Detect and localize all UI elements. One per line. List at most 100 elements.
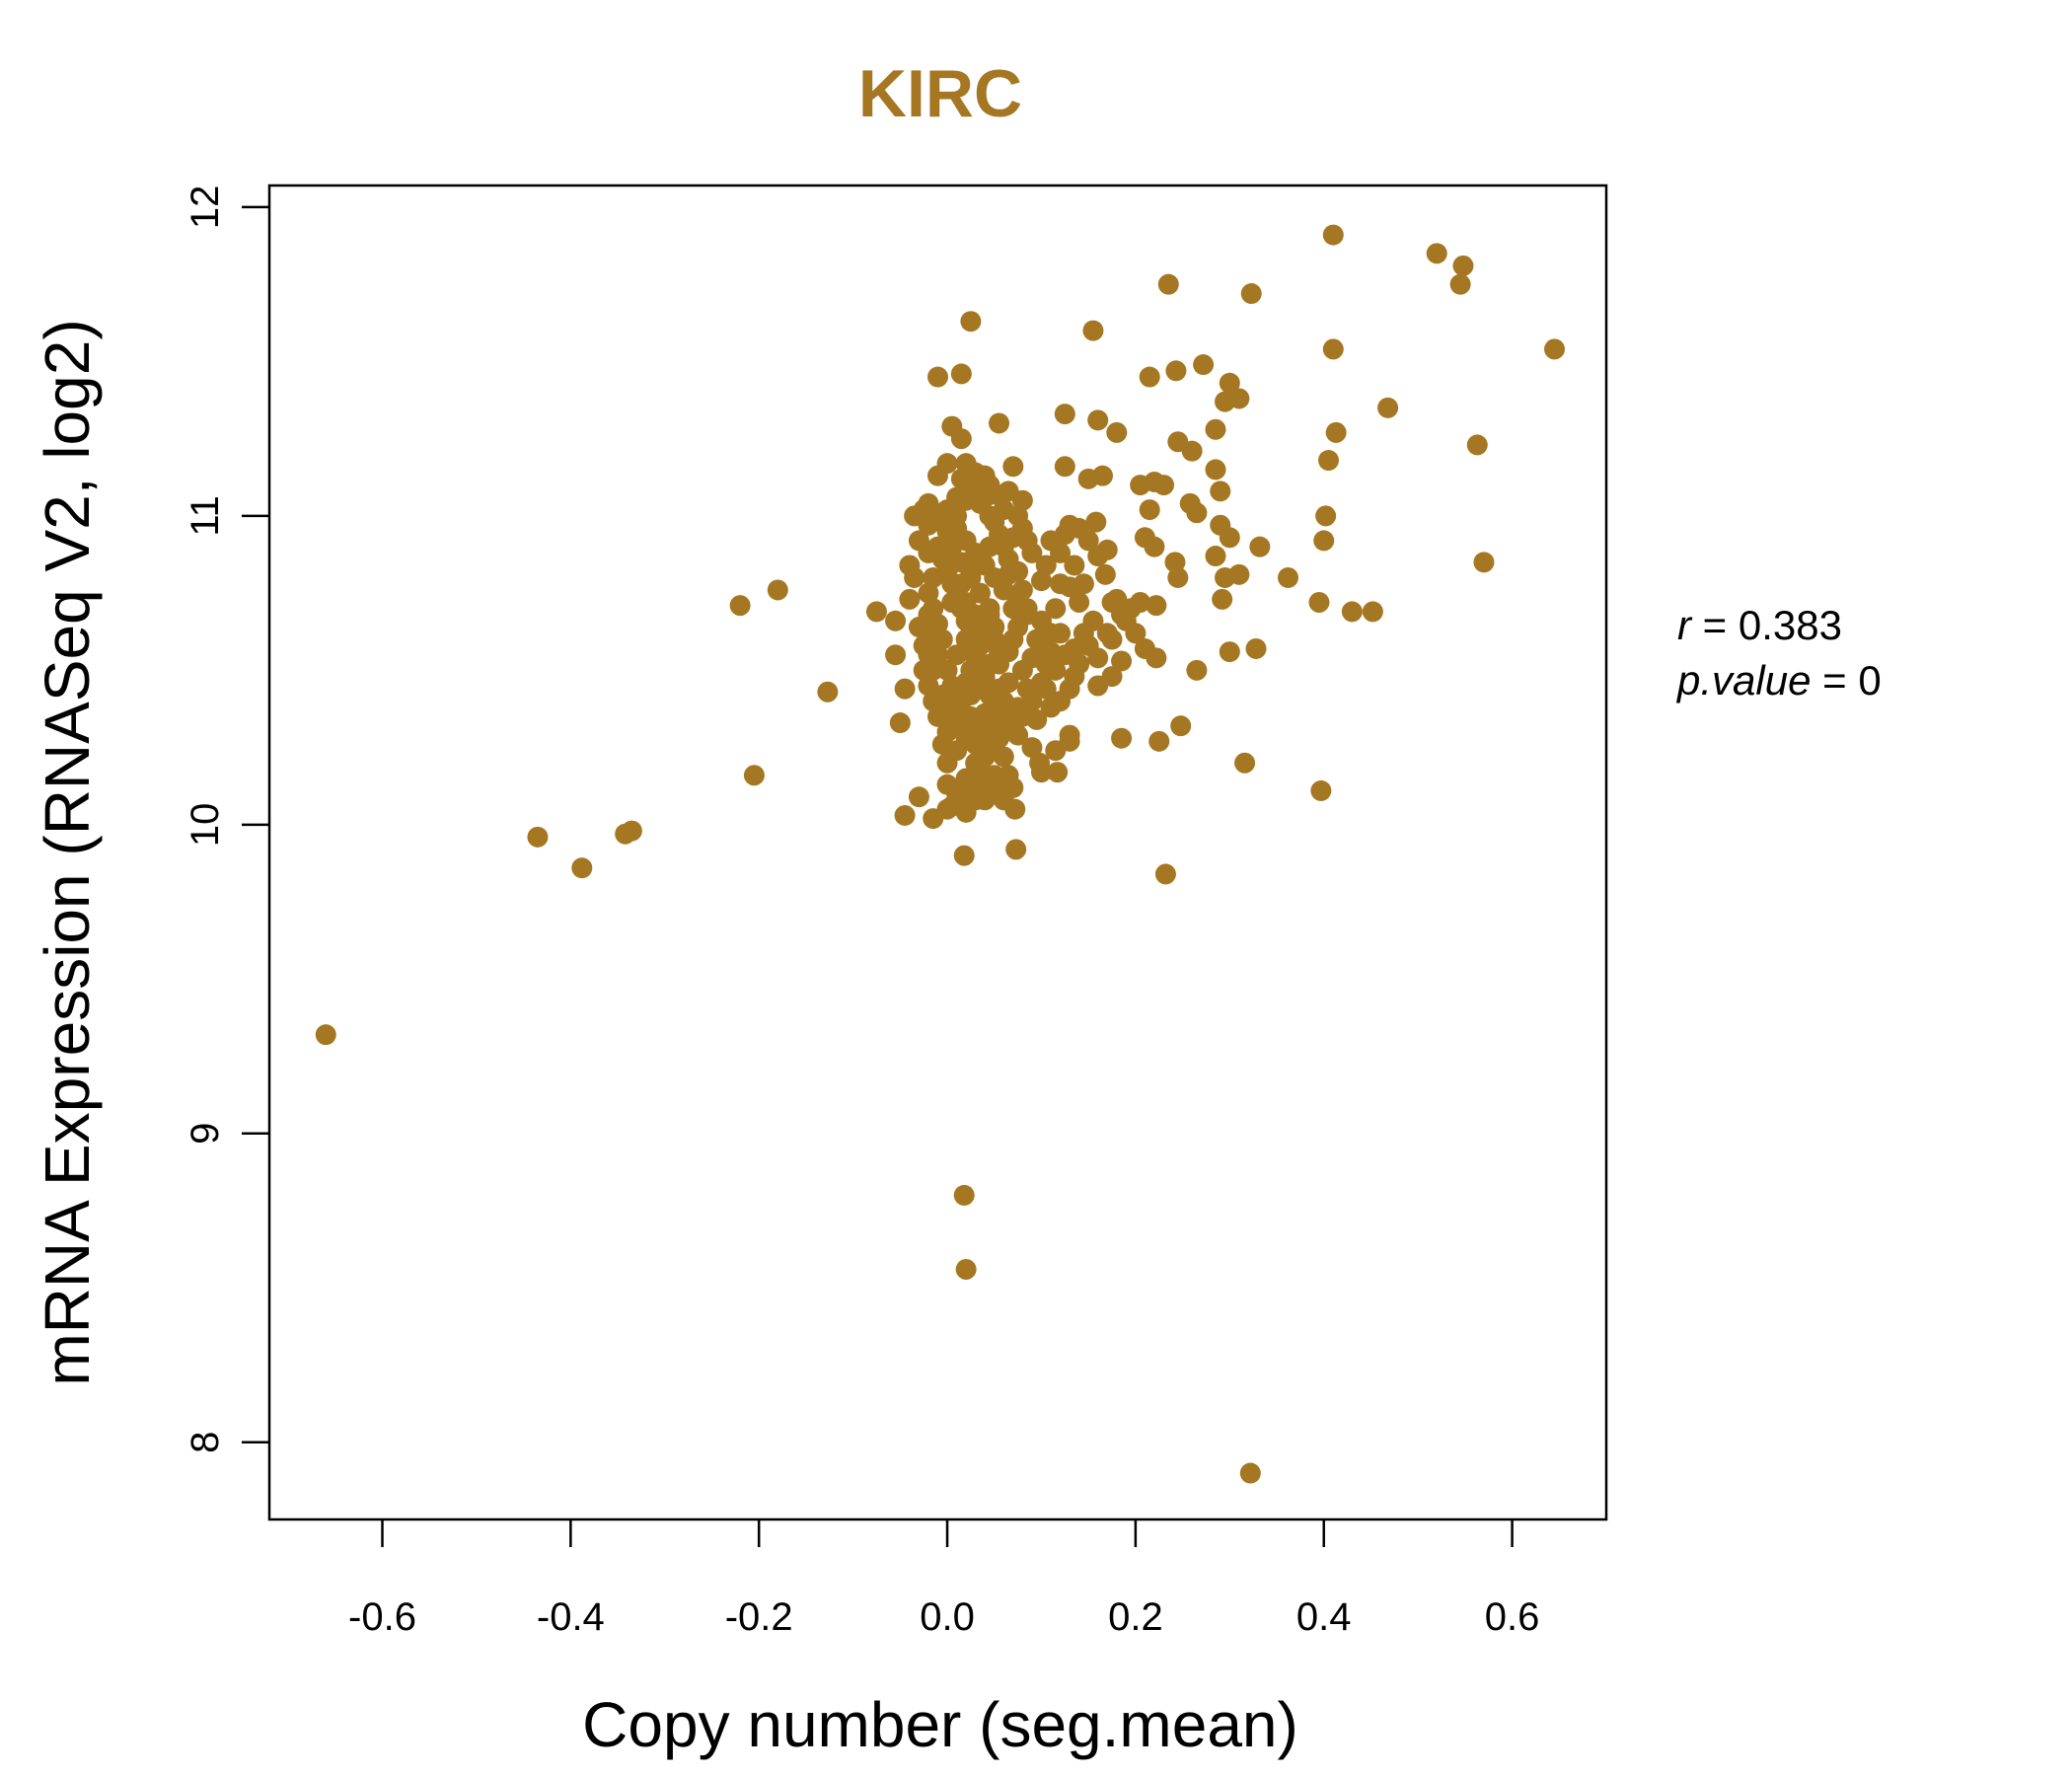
data-point: [1082, 320, 1104, 341]
data-point: [621, 820, 642, 842]
data-point: [989, 412, 1010, 434]
data-point: [1101, 666, 1123, 688]
data-point: [1106, 421, 1128, 443]
data-point: [1148, 730, 1170, 752]
data-point: [1011, 659, 1033, 681]
data-point: [1452, 255, 1474, 276]
data-point: [953, 845, 975, 866]
data-point: [974, 721, 996, 743]
data-point: [1139, 499, 1160, 521]
data-point: [1165, 360, 1187, 382]
data-point: [993, 789, 1014, 811]
p-stat: p.value = 0: [1675, 657, 1882, 703]
data-point: [993, 579, 1014, 601]
data-point: [979, 653, 1000, 675]
data-point: [1064, 666, 1085, 688]
data-point: [885, 644, 907, 666]
data-point: [1035, 678, 1057, 700]
x-tick-label: 0.0: [920, 1595, 975, 1639]
data-point: [950, 428, 972, 450]
data-point: [927, 536, 948, 557]
data-point: [1473, 552, 1495, 573]
data-point: [918, 644, 939, 666]
data-point: [1011, 579, 1033, 601]
data-point: [950, 363, 972, 385]
data-point: [989, 678, 1010, 700]
data-point: [1040, 623, 1062, 644]
data-point: [1045, 598, 1067, 620]
y-axis-title: mRNA Expression (RNASeq V2, log2): [32, 319, 103, 1385]
data-point: [953, 1184, 975, 1206]
data-point: [1205, 418, 1226, 440]
p-label: p.value: [1675, 657, 1811, 703]
data-point: [1170, 715, 1192, 737]
data-point: [1219, 527, 1240, 549]
y-tick-label: 8: [184, 1432, 227, 1453]
data-point: [1153, 475, 1175, 496]
x-tick-label: -0.6: [348, 1595, 416, 1639]
data-point: [1101, 592, 1123, 613]
r-equals: =: [1691, 602, 1739, 648]
data-point: [889, 712, 911, 734]
data-point: [960, 311, 982, 333]
data-point: [1210, 481, 1231, 502]
chart-title: KIRC: [858, 56, 1022, 131]
data-point: [1096, 623, 1118, 644]
data-point: [1026, 708, 1048, 730]
y-axis: 8 9 10 11 12: [184, 185, 269, 1453]
data-point: [1318, 450, 1340, 472]
data-point: [1377, 397, 1399, 418]
data-point: [955, 801, 977, 823]
p-equals: =: [1811, 657, 1858, 703]
data-point: [1077, 468, 1099, 489]
data-point: [571, 857, 593, 879]
data-point: [1234, 752, 1256, 774]
data-point: [1341, 601, 1363, 623]
data-point: [743, 765, 765, 786]
data-point: [1544, 338, 1566, 360]
data-point: [1322, 338, 1344, 360]
data-point: [1249, 536, 1271, 557]
data-point: [1313, 530, 1335, 552]
data-point: [965, 641, 987, 663]
data-point: [1164, 552, 1186, 573]
data-point: [1054, 404, 1075, 425]
data-point: [767, 579, 788, 601]
data-point: [1240, 283, 1262, 305]
data-point: [817, 681, 839, 703]
x-tick-label: 0.4: [1296, 1595, 1352, 1639]
data-point: [1310, 779, 1332, 801]
r-value: 0.383: [1739, 602, 1842, 648]
x-axis: -0.6 -0.4 -0.2 0.0 0.2 0.4 0.6: [348, 1519, 1539, 1639]
data-point: [899, 588, 921, 610]
plot-frame: [267, 184, 1608, 1521]
data-point: [984, 697, 1005, 718]
data-point: [1212, 588, 1233, 610]
data-point: [1146, 595, 1167, 617]
y-tick-label: 9: [184, 1123, 227, 1145]
data-point: [974, 789, 996, 811]
data-point: [1035, 555, 1057, 576]
data-point: [1362, 601, 1383, 623]
data-point: [899, 555, 921, 576]
data-point: [729, 595, 751, 617]
r-stat: r = 0.383: [1677, 602, 1842, 648]
data-point: [527, 826, 549, 848]
data-point: [936, 453, 958, 475]
data-point: [1069, 592, 1090, 613]
data-point: [1154, 863, 1176, 885]
data-point: [1219, 372, 1240, 394]
data-point: [1021, 737, 1043, 759]
y-tick-label: 12: [184, 185, 227, 230]
data-point: [1134, 527, 1155, 549]
data-point: [1002, 456, 1024, 478]
data-point: [894, 678, 916, 700]
data-point: [1040, 530, 1062, 552]
data-point: [1239, 1462, 1261, 1484]
data-point: [1125, 623, 1147, 644]
data-point: [1325, 421, 1347, 443]
data-point: [1139, 366, 1160, 388]
data-point: [1134, 637, 1155, 659]
data-point: [1186, 659, 1208, 681]
